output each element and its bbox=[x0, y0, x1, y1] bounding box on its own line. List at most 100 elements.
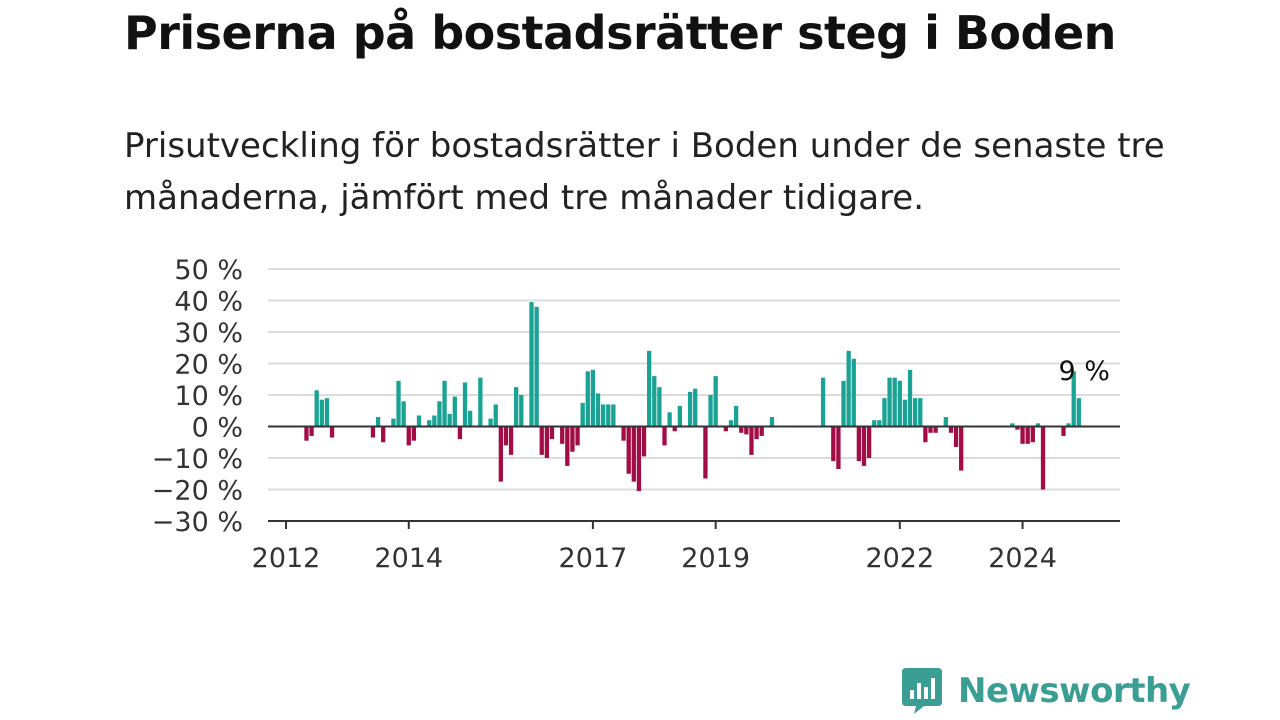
bar bbox=[1071, 371, 1076, 427]
bar bbox=[948, 426, 954, 433]
bar bbox=[478, 377, 483, 427]
bar bbox=[319, 399, 324, 427]
bar bbox=[1030, 426, 1035, 443]
bar bbox=[314, 390, 319, 427]
logo-text: Newsworthy bbox=[958, 671, 1191, 711]
y-tick-label: 30 % bbox=[174, 318, 243, 349]
bar bbox=[907, 369, 913, 427]
bar bbox=[877, 420, 882, 427]
bar bbox=[866, 426, 872, 458]
bar bbox=[820, 377, 826, 427]
bar bbox=[662, 426, 667, 446]
bar bbox=[836, 426, 841, 470]
bar bbox=[872, 420, 877, 427]
bar bbox=[324, 398, 330, 427]
newsworthy-logo: Newsworthy bbox=[902, 668, 1191, 714]
bar bbox=[728, 420, 734, 427]
bar bbox=[447, 413, 452, 427]
bar bbox=[703, 426, 708, 479]
bar bbox=[749, 426, 754, 455]
bar bbox=[687, 391, 693, 427]
bar bbox=[457, 426, 463, 440]
bar bbox=[851, 358, 856, 427]
bar bbox=[396, 380, 401, 427]
bar bbox=[1020, 426, 1025, 444]
bar bbox=[488, 418, 493, 427]
bar bbox=[427, 420, 432, 427]
bar bbox=[892, 377, 897, 427]
bar bbox=[723, 426, 729, 432]
bar bbox=[411, 426, 417, 441]
bar bbox=[739, 426, 744, 433]
bar bbox=[1025, 426, 1030, 444]
x-tick-label: 2022 bbox=[865, 543, 934, 574]
bar bbox=[381, 426, 386, 443]
bar bbox=[759, 426, 764, 436]
bar bbox=[375, 417, 381, 427]
newsworthy-logo-icon bbox=[902, 668, 942, 714]
bar bbox=[1061, 426, 1066, 436]
bar bbox=[652, 376, 657, 427]
bar bbox=[882, 398, 887, 427]
y-tick-label: −10 % bbox=[152, 444, 243, 475]
bar bbox=[539, 426, 544, 455]
bar bbox=[462, 382, 468, 427]
bar bbox=[621, 426, 626, 441]
bar bbox=[1035, 423, 1041, 427]
bar bbox=[626, 426, 631, 474]
bar bbox=[769, 417, 775, 427]
bar bbox=[1010, 423, 1015, 427]
bar bbox=[1040, 426, 1046, 490]
bar bbox=[600, 404, 606, 427]
bar bbox=[391, 418, 396, 427]
latest-value-annotation: 9 % bbox=[1059, 356, 1110, 387]
bar bbox=[611, 404, 616, 427]
bar bbox=[744, 426, 749, 435]
bar bbox=[1015, 426, 1020, 430]
x-tick-label: 2012 bbox=[252, 543, 321, 574]
bar bbox=[437, 401, 442, 427]
y-tick-label: −20 % bbox=[152, 476, 243, 507]
bar bbox=[913, 398, 918, 427]
chart-subtitle: Prisutveckling för bostadsrätter i Boden… bbox=[124, 126, 1165, 218]
bar bbox=[887, 377, 892, 427]
y-tick-label: 40 % bbox=[174, 287, 243, 318]
bar bbox=[667, 412, 672, 427]
bar bbox=[565, 426, 570, 466]
bar bbox=[672, 426, 677, 432]
bar bbox=[406, 426, 411, 446]
bar bbox=[442, 380, 447, 427]
bar bbox=[549, 426, 555, 440]
y-tick-label: 20 % bbox=[174, 350, 243, 381]
bar bbox=[943, 417, 948, 427]
bar bbox=[590, 369, 596, 427]
bar bbox=[754, 426, 759, 440]
bar bbox=[831, 426, 836, 462]
bar bbox=[416, 415, 422, 427]
y-tick-label: 50 % bbox=[174, 255, 243, 286]
bar bbox=[432, 415, 437, 427]
bar bbox=[534, 306, 539, 427]
bar bbox=[498, 426, 503, 482]
bar bbox=[636, 426, 642, 492]
bar bbox=[631, 426, 636, 482]
bar bbox=[529, 302, 534, 427]
bar bbox=[570, 426, 575, 452]
bar bbox=[560, 426, 565, 444]
bar bbox=[959, 426, 964, 471]
bar bbox=[918, 398, 923, 427]
bar bbox=[693, 388, 698, 427]
bar bbox=[647, 350, 652, 427]
bar bbox=[1066, 423, 1071, 427]
bar bbox=[708, 395, 713, 427]
bar bbox=[861, 426, 867, 466]
x-tick-label: 2017 bbox=[559, 543, 628, 574]
x-tick-label: 2014 bbox=[374, 543, 443, 574]
bar bbox=[519, 395, 524, 427]
bar bbox=[897, 380, 902, 427]
bar bbox=[641, 426, 647, 457]
bar bbox=[657, 387, 662, 427]
bar bbox=[713, 376, 718, 427]
bar bbox=[329, 426, 335, 438]
